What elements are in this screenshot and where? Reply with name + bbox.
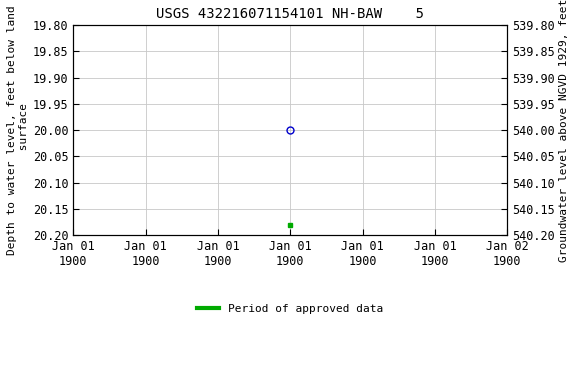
Legend: Period of approved data: Period of approved data bbox=[192, 300, 388, 318]
Y-axis label: Depth to water level, feet below land
 surface: Depth to water level, feet below land su… bbox=[7, 5, 29, 255]
Y-axis label: Groundwater level above NGVD 1929, feet: Groundwater level above NGVD 1929, feet bbox=[559, 0, 569, 262]
Title: USGS 432216071154101 NH-BAW    5: USGS 432216071154101 NH-BAW 5 bbox=[156, 7, 425, 21]
